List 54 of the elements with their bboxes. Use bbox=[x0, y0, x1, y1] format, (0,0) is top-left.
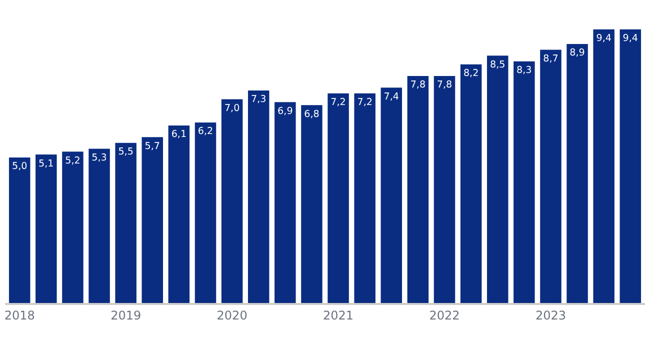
data-label: 7,2 bbox=[330, 97, 346, 108]
data-label: 7,4 bbox=[384, 91, 399, 102]
data-label: 6,9 bbox=[278, 106, 293, 117]
bar bbox=[434, 76, 456, 303]
bar bbox=[328, 93, 349, 303]
bar bbox=[460, 64, 482, 303]
bar bbox=[407, 76, 429, 303]
bar bbox=[194, 122, 216, 303]
x-tick-label: 2022 bbox=[429, 308, 460, 322]
data-label: 5,2 bbox=[65, 155, 80, 166]
bar bbox=[88, 148, 110, 303]
x-tick-label: 2023 bbox=[535, 308, 566, 322]
data-label: 7,8 bbox=[436, 80, 452, 91]
bar bbox=[593, 29, 614, 303]
x-tick-label: 2018 bbox=[4, 308, 35, 322]
data-label: 5,1 bbox=[38, 158, 54, 170]
data-label: 7,3 bbox=[251, 94, 266, 106]
data-label: 7,0 bbox=[224, 102, 240, 114]
bar bbox=[514, 61, 535, 303]
data-label: 5,3 bbox=[92, 152, 107, 164]
bar bbox=[248, 90, 270, 303]
bar bbox=[274, 102, 296, 303]
bar bbox=[540, 50, 562, 303]
data-label: 6,2 bbox=[198, 126, 214, 138]
x-tick-label: 2020 bbox=[216, 308, 248, 322]
bar bbox=[486, 56, 508, 303]
data-label: 8,5 bbox=[490, 59, 506, 70]
bar bbox=[8, 157, 30, 303]
bar bbox=[36, 154, 57, 303]
bar bbox=[354, 93, 376, 303]
data-label: 8,3 bbox=[516, 65, 532, 76]
data-label: 8,2 bbox=[463, 68, 479, 80]
bar bbox=[380, 88, 402, 303]
data-label: 7,8 bbox=[410, 80, 426, 91]
data-label: 5,5 bbox=[118, 146, 134, 158]
data-label: 8,7 bbox=[543, 53, 558, 64]
bar bbox=[620, 29, 642, 303]
bar bbox=[62, 152, 84, 303]
data-label: 6,1 bbox=[171, 129, 187, 140]
data-label: 9,4 bbox=[622, 33, 638, 44]
data-label: 5,0 bbox=[12, 161, 28, 172]
bar bbox=[168, 125, 190, 303]
bar bbox=[115, 142, 136, 303]
data-label: 5,7 bbox=[144, 140, 160, 152]
bar bbox=[301, 105, 322, 303]
data-label: 7,2 bbox=[357, 97, 372, 108]
bar bbox=[142, 137, 164, 303]
data-label: 8,9 bbox=[570, 48, 585, 59]
data-label: 9,4 bbox=[596, 33, 612, 44]
bar bbox=[221, 99, 243, 303]
x-tick-label: 2021 bbox=[323, 308, 354, 322]
bar bbox=[566, 44, 588, 303]
data-label: 6,8 bbox=[304, 108, 320, 120]
x-tick-label: 2019 bbox=[110, 308, 142, 322]
